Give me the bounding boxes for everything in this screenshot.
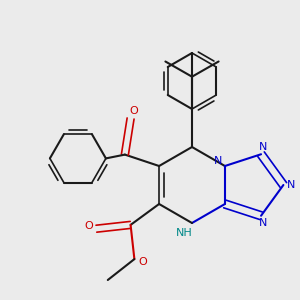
Text: N: N [259, 218, 268, 228]
Text: N: N [287, 180, 296, 190]
Text: N: N [214, 156, 223, 166]
Text: O: O [129, 106, 138, 116]
Text: O: O [138, 257, 147, 267]
Text: NH: NH [176, 228, 192, 238]
Text: N: N [259, 142, 268, 152]
Text: O: O [84, 221, 93, 231]
